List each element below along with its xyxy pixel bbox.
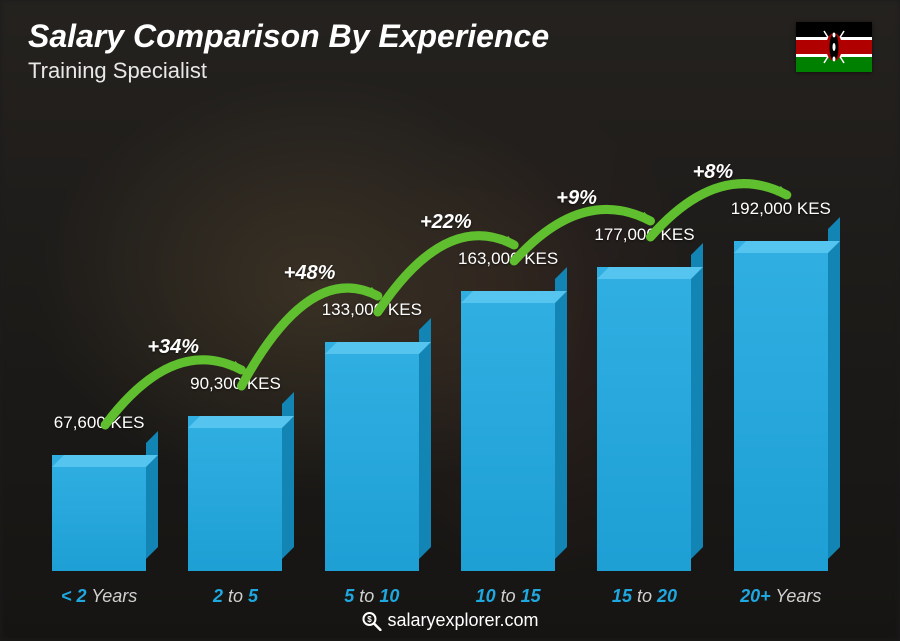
bar-column: 177,000 KES15 to 20 <box>585 100 703 571</box>
bar-value-label: 90,300 KES <box>190 374 281 394</box>
bar-top <box>52 455 158 467</box>
bar-top <box>188 416 294 428</box>
chart-title: Salary Comparison By Experience <box>28 18 549 55</box>
bar-column: 133,000 KES5 to 10 <box>313 100 431 571</box>
bar-side <box>146 431 158 559</box>
x-axis-label: 5 to 10 <box>344 586 399 607</box>
bar-top <box>325 342 431 354</box>
flag-shield-icon <box>821 29 847 65</box>
bar-side <box>419 318 431 559</box>
x-axis-label: 20+ Years <box>740 586 821 607</box>
growth-arrow-icon <box>40 100 840 571</box>
flag-icon <box>796 22 872 72</box>
bar-side <box>828 217 840 559</box>
bar <box>188 416 282 571</box>
bar-front <box>52 455 146 571</box>
bar-front <box>325 342 419 571</box>
footer-text: salaryexplorer.com <box>387 610 538 631</box>
bar-column: 192,000 KES20+ Years <box>722 100 840 571</box>
bar <box>325 342 419 571</box>
bar-column: 67,600 KES< 2 Years <box>40 100 158 571</box>
footer-logo: $ salaryexplorer.com <box>361 610 538 631</box>
x-axis-label: 15 to 20 <box>612 586 677 607</box>
growth-arrow-icon <box>40 100 840 571</box>
chart-subtitle: Training Specialist <box>28 58 207 84</box>
magnifier-icon: $ <box>361 611 381 631</box>
bar <box>734 241 828 571</box>
bar-side <box>555 267 567 559</box>
bar-value-label: 67,600 KES <box>54 413 145 433</box>
x-axis-label: 2 to 5 <box>213 586 258 607</box>
bar-column: 163,000 KES10 to 15 <box>449 100 567 571</box>
bar-column: 90,300 KES2 to 5 <box>176 100 294 571</box>
bar <box>461 291 555 571</box>
bar-chart: 67,600 KES< 2 Years90,300 KES2 to 5133,0… <box>40 100 840 571</box>
growth-arrow-icon <box>40 100 840 571</box>
bar-front <box>597 267 691 571</box>
content-layer: Salary Comparison By Experience Training… <box>0 0 900 641</box>
bar <box>597 267 691 571</box>
bar-value-label: 163,000 KES <box>458 249 558 269</box>
bar-value-label: 192,000 KES <box>731 199 831 219</box>
bar-front <box>461 291 555 571</box>
x-axis-label: < 2 Years <box>61 586 137 607</box>
bar-top <box>461 291 567 303</box>
x-axis-label: 10 to 15 <box>476 586 541 607</box>
bar <box>52 455 146 571</box>
growth-arrow-icon <box>40 100 840 571</box>
bar-front <box>188 416 282 571</box>
bar-value-label: 177,000 KES <box>594 225 694 245</box>
bar-front <box>734 241 828 571</box>
bar-side <box>691 243 703 559</box>
bar-top <box>597 267 703 279</box>
bar-value-label: 133,000 KES <box>322 300 422 320</box>
bar-top <box>734 241 840 253</box>
growth-arrow-icon <box>40 100 840 571</box>
svg-text:$: $ <box>367 615 372 624</box>
